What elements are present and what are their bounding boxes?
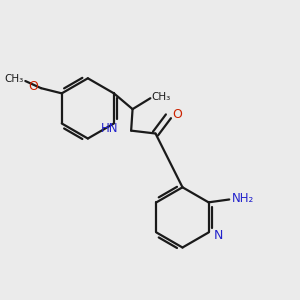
- Text: N: N: [214, 229, 223, 242]
- Text: HN: HN: [101, 122, 118, 135]
- Text: O: O: [172, 108, 182, 122]
- Text: NH₂: NH₂: [232, 191, 254, 205]
- Text: CH₃: CH₃: [5, 74, 24, 84]
- Text: O: O: [28, 80, 38, 93]
- Text: CH₃: CH₃: [152, 92, 171, 102]
